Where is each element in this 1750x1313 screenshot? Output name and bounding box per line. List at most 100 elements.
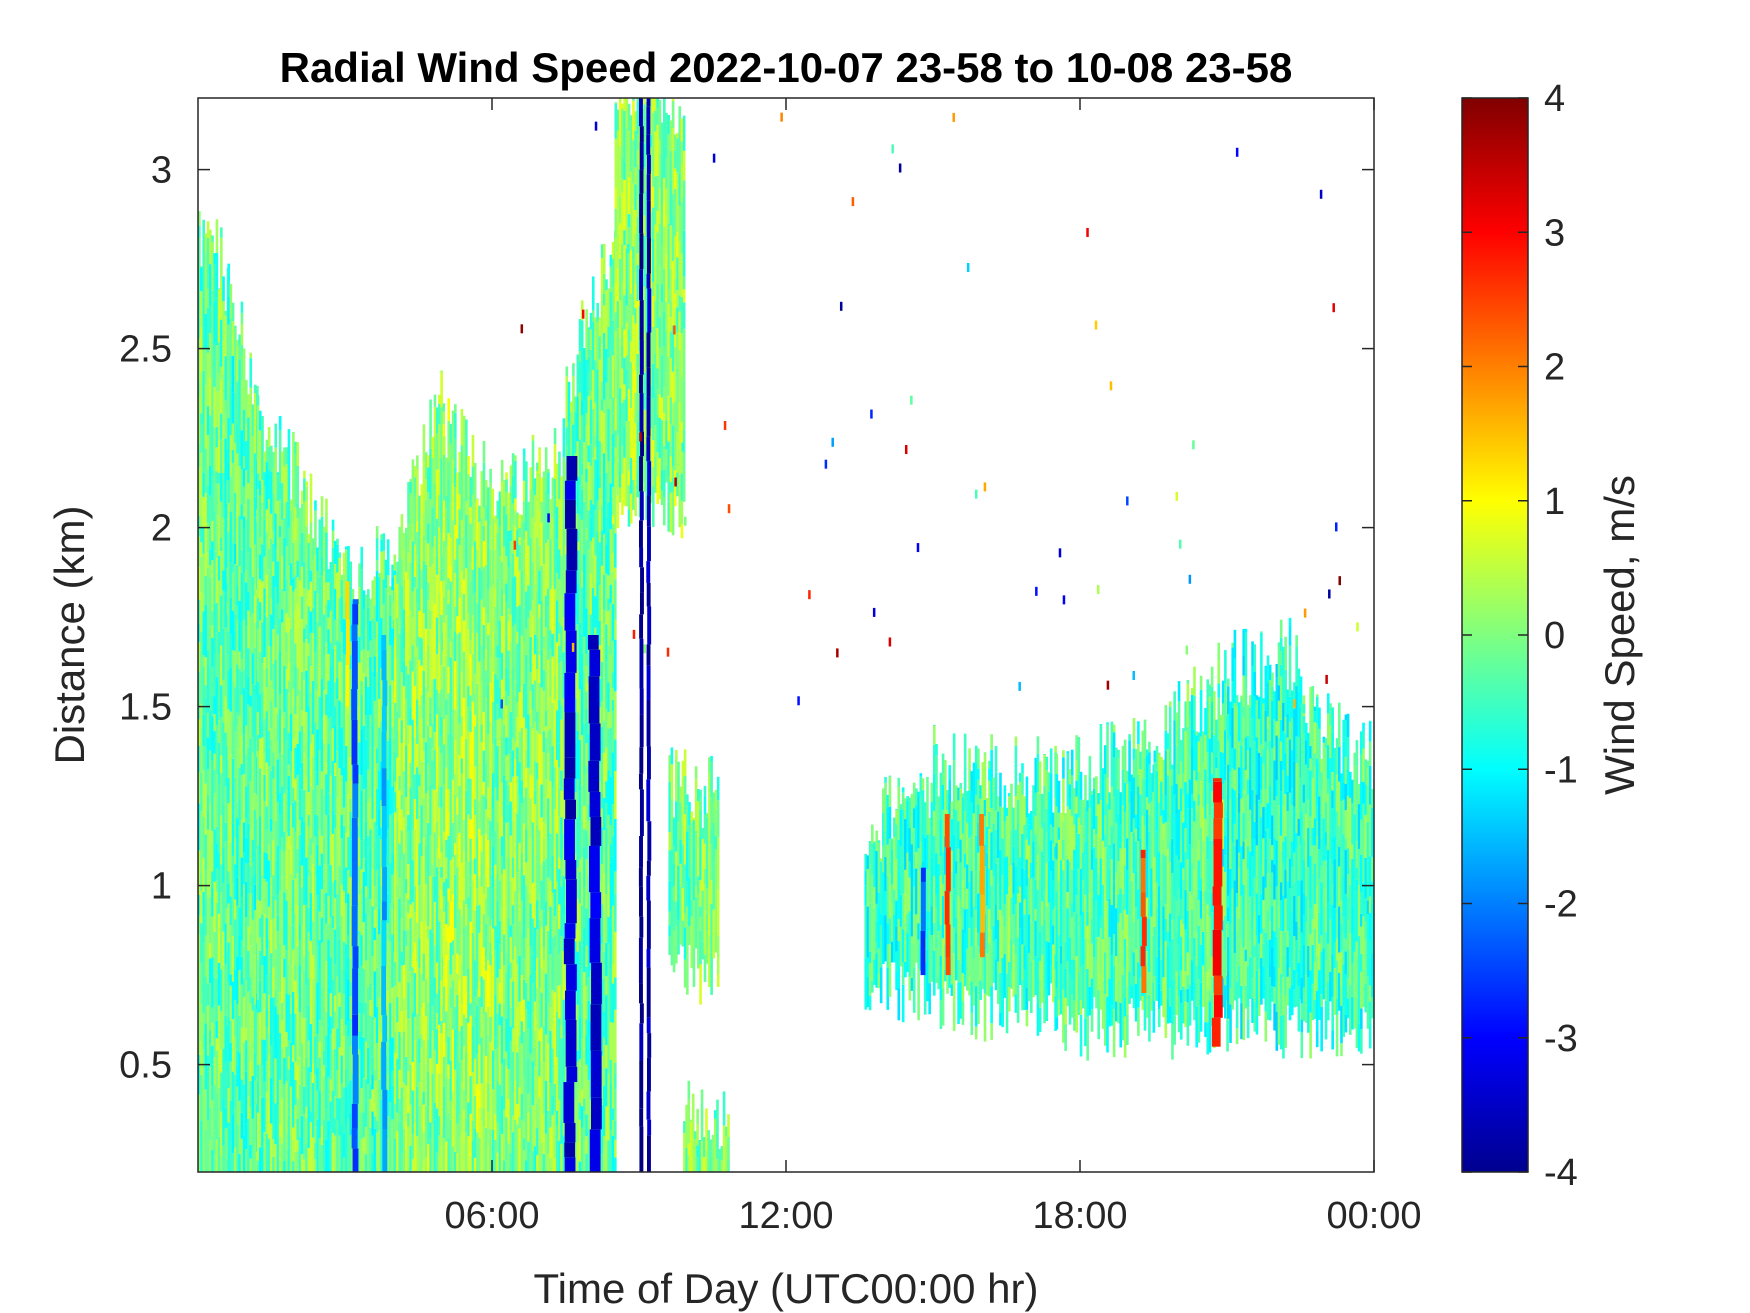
heatmap-cell [367, 667, 370, 687]
heatmap-cell [629, 493, 633, 524]
heatmap-cell [531, 983, 535, 1013]
heatmap-cell [320, 718, 324, 739]
heatmap-cell [362, 969, 366, 1002]
heatmap-cell [424, 605, 428, 629]
heatmap-cell [309, 893, 313, 941]
heatmap-cell [438, 1135, 441, 1156]
heatmap-cell [527, 866, 530, 893]
heatmap-cell [609, 776, 613, 826]
heatmap-cell [445, 1011, 448, 1044]
heatmap-cell [576, 513, 580, 531]
heatmap-cell [398, 760, 402, 776]
heatmap-cell [229, 1061, 233, 1101]
heatmap-cell [200, 772, 203, 812]
heatmap-cell [274, 586, 278, 626]
heatmap-cell [215, 515, 219, 534]
heatmap-cell [198, 746, 201, 773]
heatmap-cell [200, 822, 203, 873]
heatmap-cell [375, 1080, 379, 1122]
heatmap-cell [314, 998, 317, 1037]
heatmap-cell [449, 503, 453, 538]
heatmap-cell [668, 936, 672, 955]
heatmap-cell [247, 1118, 250, 1172]
heatmap-cell [469, 1076, 473, 1114]
heatmap-cell [522, 501, 526, 522]
heatmap-cell [200, 413, 203, 425]
heatmap-cell [671, 128, 675, 149]
heatmap-cell [202, 1033, 206, 1050]
heatmap-cell [331, 519, 335, 531]
heatmap-cell [663, 469, 666, 497]
heatmap-cell [318, 865, 322, 912]
heatmap-cell [467, 968, 470, 993]
heatmap-cell [331, 530, 335, 548]
heatmap-cell [336, 937, 339, 977]
heatmap-cell [231, 921, 235, 936]
heatmap-cell [663, 226, 666, 269]
heatmap-cell [429, 412, 432, 449]
heatmap-cell [525, 495, 528, 532]
heatmap-cell [398, 982, 402, 1032]
heatmap-cell [656, 476, 659, 504]
heatmap-cell [391, 647, 394, 681]
heatmap-cell [480, 795, 484, 836]
heatmap-cell [358, 866, 361, 895]
heatmap-cell [211, 1100, 214, 1136]
heatmap-cell [451, 587, 455, 639]
heatmap-cell [220, 1111, 223, 1156]
heatmap-cell [458, 632, 462, 683]
heatmap-cell [342, 618, 346, 654]
heatmap-cell [251, 876, 255, 889]
heatmap-cell [542, 670, 546, 692]
heatmap-cell [322, 956, 326, 1006]
heatmap-cell [253, 756, 257, 794]
heatmap-cell [578, 1161, 582, 1172]
heatmap-cell [460, 915, 464, 936]
heatmap-cell [209, 845, 212, 898]
heatmap-cell [587, 734, 591, 761]
heatmap-cell [204, 834, 208, 871]
heatmap-cell [360, 869, 364, 889]
heatmap-cell [296, 743, 300, 775]
heatmap-cell [674, 470, 677, 507]
heatmap-cell [342, 1133, 346, 1158]
heatmap-cell [263, 852, 267, 880]
heatmap-cell [342, 1036, 346, 1062]
heatmap-cell [427, 600, 430, 645]
heatmap-cell [253, 884, 257, 911]
heatmap-cell [589, 541, 593, 574]
heatmap-cell [607, 357, 610, 410]
heatmap-cell [643, 333, 646, 373]
heatmap-cell [303, 501, 306, 533]
heatmap-cell [398, 790, 402, 844]
heatmap-cell [402, 965, 406, 998]
heatmap-cell [585, 945, 588, 967]
heatmap-cell [322, 614, 326, 657]
heatmap-cell [224, 438, 228, 487]
heatmap-cell [285, 1032, 289, 1047]
heatmap-cell [424, 845, 428, 874]
heatmap-cell [294, 747, 297, 779]
heatmap-cell [551, 633, 555, 657]
heatmap-cell [665, 302, 668, 334]
heatmap-cell [511, 821, 515, 858]
heatmap-cell [478, 981, 481, 997]
heatmap-cell [462, 579, 466, 595]
heatmap-cell [651, 186, 655, 208]
heatmap-cell [320, 516, 324, 557]
heatmap-cell [364, 960, 368, 1003]
heatmap-cell [325, 842, 328, 878]
heatmap-cell [274, 513, 278, 550]
heatmap-cell [553, 719, 557, 768]
heatmap-cell [547, 798, 550, 842]
heatmap-cell [215, 774, 219, 827]
heatmap-cell [272, 643, 275, 664]
heatmap-cell [416, 961, 419, 1014]
heatmap-cell [670, 799, 674, 850]
heatmap-cell [314, 908, 317, 959]
heatmap-cell [342, 653, 346, 694]
heatmap-cell [476, 905, 479, 953]
heatmap-cell [331, 547, 335, 597]
heatmap-cell [607, 598, 610, 611]
